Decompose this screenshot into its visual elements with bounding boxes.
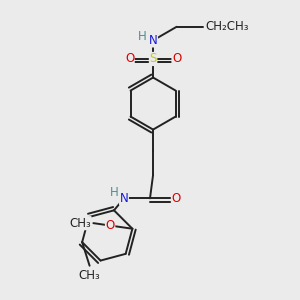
- Text: H: H: [138, 30, 146, 43]
- Text: O: O: [171, 192, 181, 205]
- Text: S: S: [149, 52, 157, 65]
- Text: H: H: [110, 186, 118, 199]
- Text: N: N: [149, 34, 158, 47]
- Text: O: O: [172, 52, 181, 65]
- Text: O: O: [106, 219, 115, 232]
- Text: N: N: [120, 192, 128, 205]
- Text: CH₃: CH₃: [79, 269, 101, 282]
- Text: CH₃: CH₃: [69, 217, 91, 230]
- Text: CH₂CH₃: CH₂CH₃: [206, 20, 249, 33]
- Text: O: O: [125, 52, 134, 65]
